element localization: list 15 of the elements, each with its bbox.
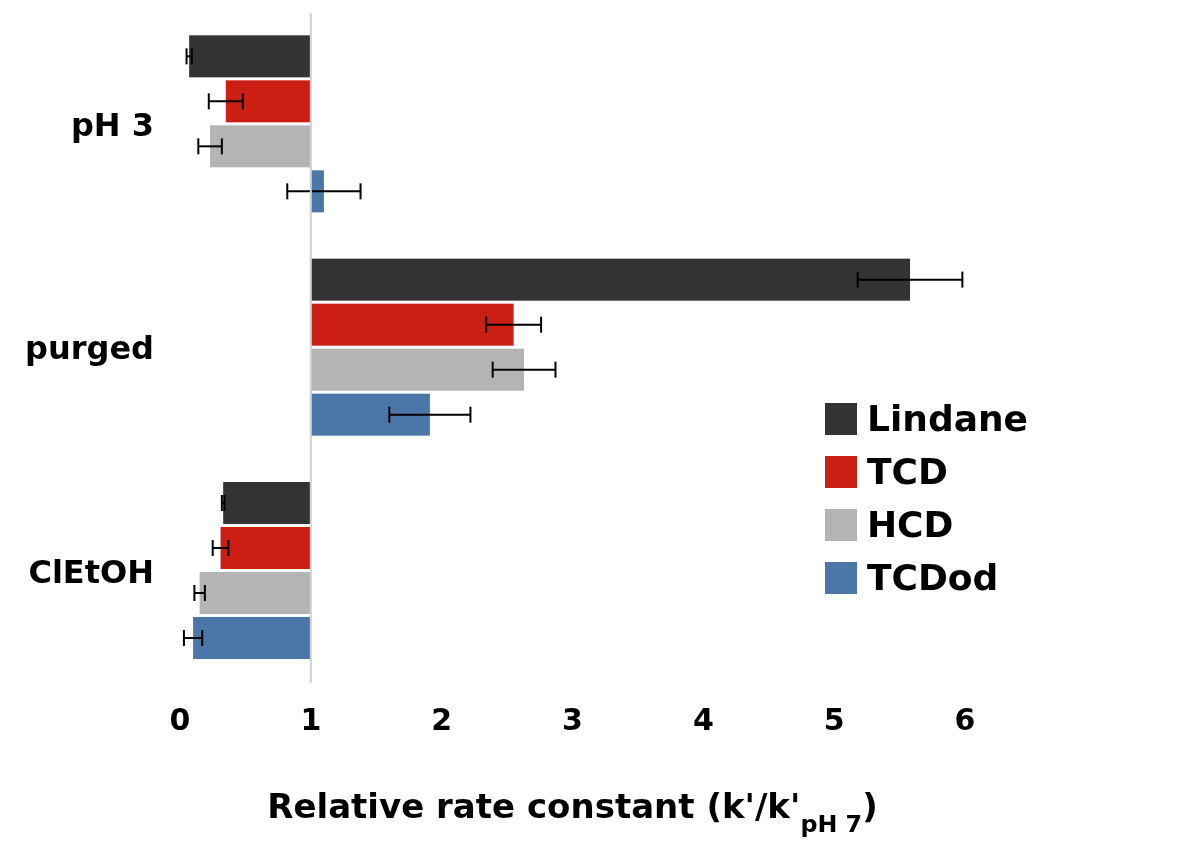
x-tick-label: 5 <box>823 702 845 738</box>
x-axis-title: Relative rate constant (k'/k'$_{pH 7}$) <box>267 786 878 838</box>
legend-label: TCDod <box>866 557 999 598</box>
legend-label: Lindane <box>866 398 1028 439</box>
x-tick-label: 0 <box>169 702 191 738</box>
y-tick-label: purged <box>25 329 154 368</box>
legend-label: TCD <box>866 451 948 492</box>
x-tick-label: 6 <box>954 702 976 738</box>
y-tick-label: ClEtOH <box>28 552 154 591</box>
legend-label: HCD <box>866 504 954 545</box>
y-tick-label: pH 3 <box>70 106 154 145</box>
x-tick-label: 2 <box>431 702 453 738</box>
x-tick-label: 1 <box>300 702 322 738</box>
x-tick-label: 4 <box>692 702 714 738</box>
x-tick-label: 3 <box>562 702 583 738</box>
